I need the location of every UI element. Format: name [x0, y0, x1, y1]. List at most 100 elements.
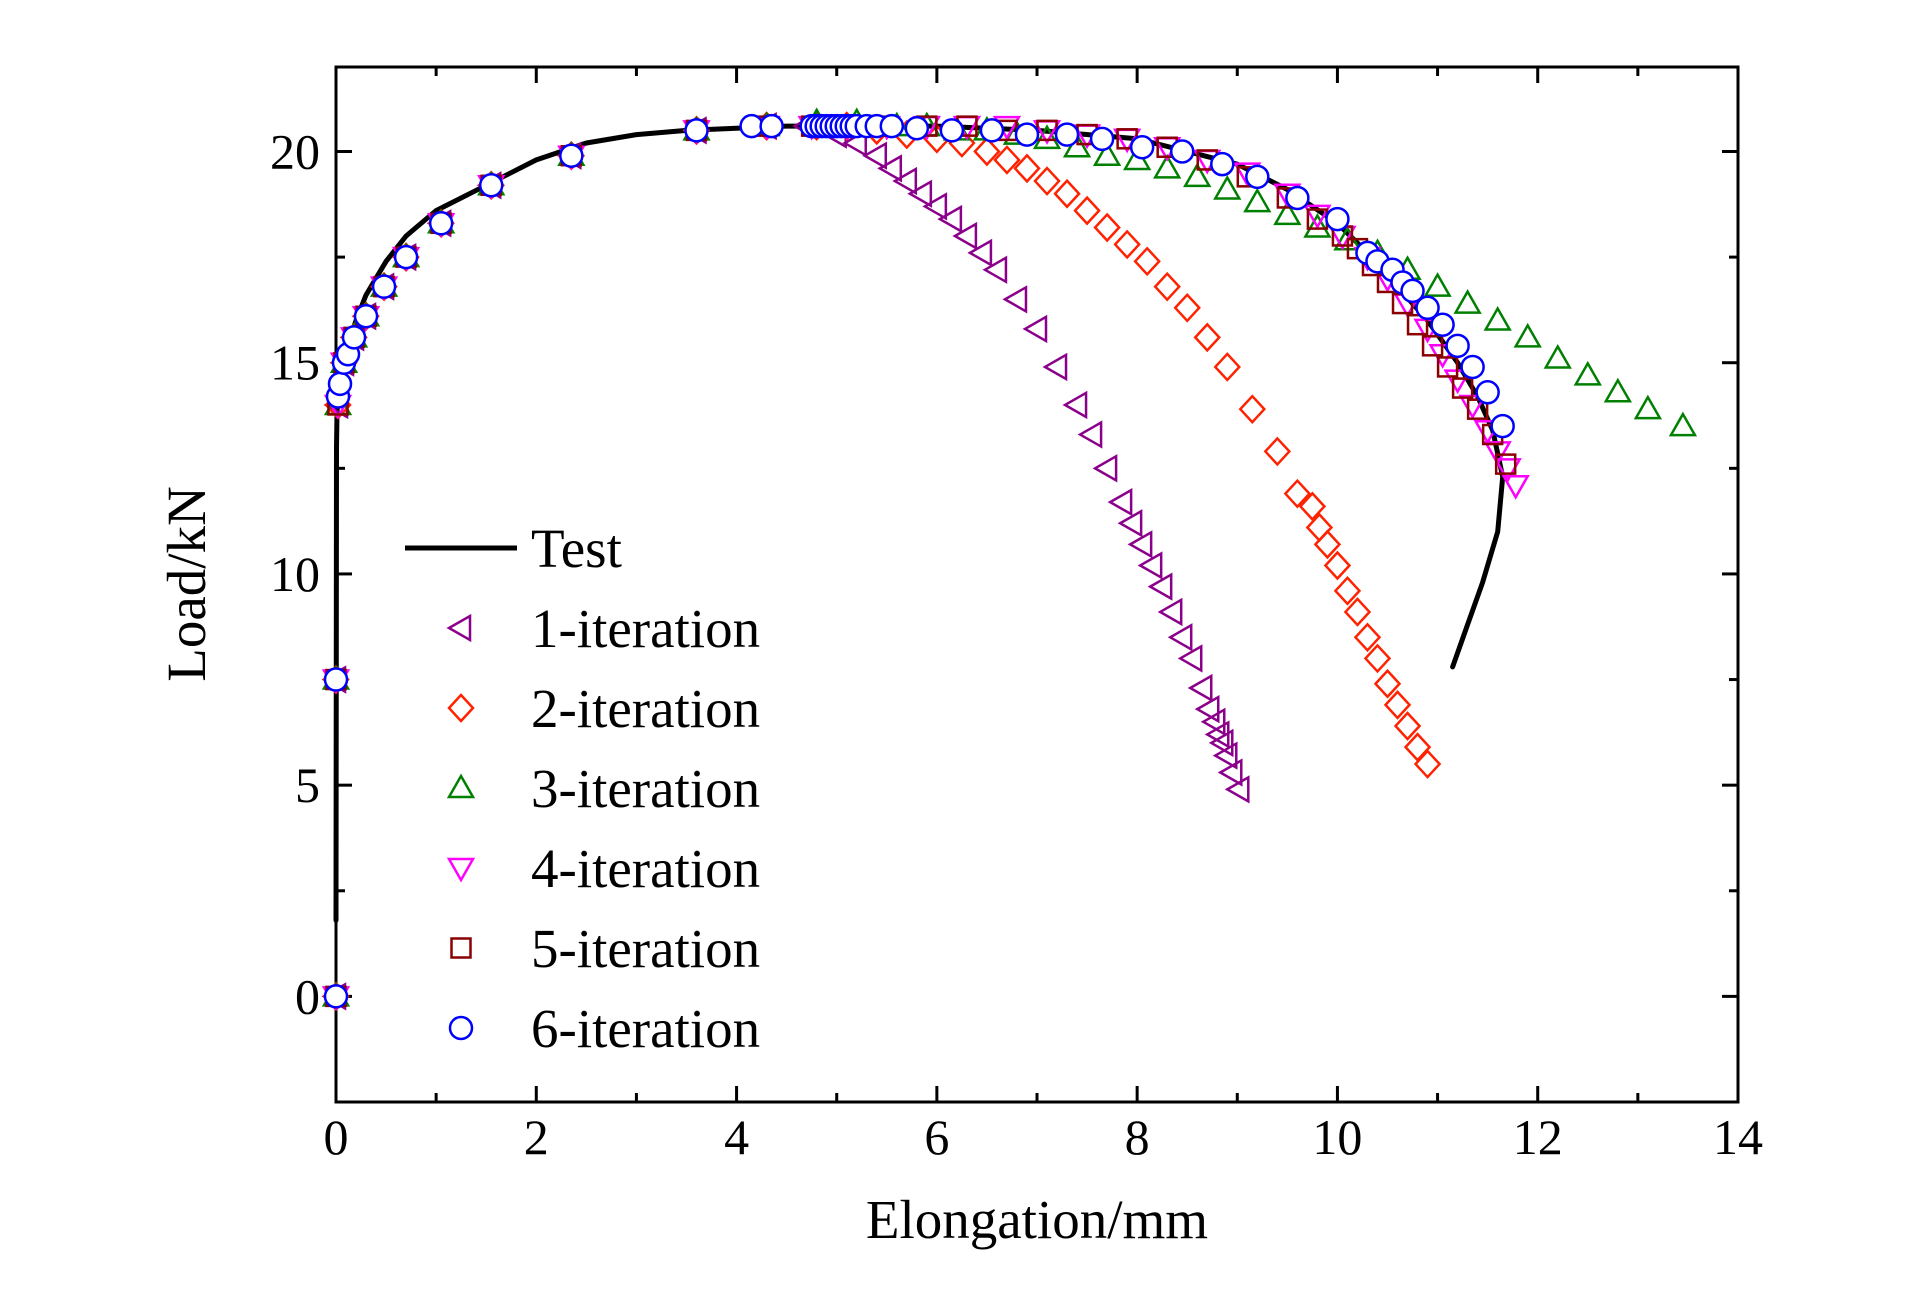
legend-label: 5-iteration — [531, 918, 760, 979]
data-point — [904, 116, 930, 141]
data-point — [1133, 246, 1161, 277]
data-point — [1053, 178, 1081, 209]
data-point — [353, 303, 379, 329]
data-point — [478, 173, 504, 198]
data-point — [1303, 204, 1332, 230]
data-point — [1153, 153, 1182, 179]
data-point — [371, 274, 397, 299]
legend: Test 1-iteration 2-iteration 3-iteration 4-i… — [405, 518, 760, 1059]
data-point — [1313, 529, 1342, 560]
data-point — [1013, 153, 1041, 184]
data-point — [1187, 673, 1213, 703]
data-point — [341, 325, 367, 350]
data-point — [1494, 453, 1517, 475]
x-tick-label: 14 — [1713, 1109, 1763, 1165]
series-2-iteration — [322, 111, 1442, 1012]
data-point — [1127, 530, 1153, 559]
legend-marker-swatch — [446, 613, 472, 643]
data-point — [1200, 707, 1226, 736]
data-point — [1245, 164, 1270, 190]
data-point — [1217, 758, 1243, 787]
data-point — [323, 667, 349, 692]
data-point — [1453, 289, 1482, 314]
data-point — [1208, 728, 1234, 758]
legend-marker-swatch — [446, 857, 476, 883]
legend-marker-swatch — [448, 1015, 474, 1041]
data-point — [1501, 474, 1530, 500]
legend-marker-swatch — [447, 693, 475, 723]
data-point — [1333, 575, 1362, 606]
data-point — [1573, 360, 1602, 386]
data-point — [1406, 313, 1429, 336]
data-point — [979, 118, 1005, 143]
data-point — [1092, 141, 1122, 166]
data-point — [1042, 352, 1068, 382]
data-point — [1460, 354, 1485, 380]
data-point — [1089, 126, 1115, 152]
legend-item: 2-iteration — [447, 678, 760, 739]
legend-label: 4-iteration — [531, 838, 760, 899]
data-point — [937, 204, 963, 234]
data-point — [1323, 550, 1352, 581]
data-point — [1193, 322, 1221, 353]
data-point — [1273, 200, 1302, 226]
data-point — [1022, 314, 1048, 344]
x-axis-label: Elongation/mm — [866, 1189, 1208, 1250]
data-point — [1490, 413, 1515, 439]
x-axis-ticks: 0 2 4 6 8 10 12 14 — [324, 67, 1763, 1165]
data-point — [559, 143, 584, 168]
data-point — [1415, 295, 1440, 321]
data-point — [1213, 352, 1241, 382]
data-point — [1062, 390, 1088, 420]
data-point — [1393, 711, 1422, 741]
data-point — [327, 371, 353, 397]
series-1-iteration — [321, 111, 1250, 1011]
legend-label: 1-iteration — [531, 598, 760, 659]
data-point — [973, 136, 1001, 167]
data-point — [1213, 174, 1242, 200]
data-point — [1224, 775, 1250, 804]
data-point — [1073, 195, 1101, 226]
data-point — [1263, 436, 1292, 467]
series-layer — [321, 107, 1698, 1012]
data-point — [1002, 285, 1028, 314]
data-point — [1147, 572, 1173, 601]
data-point — [879, 113, 905, 139]
series-6-iteration — [323, 113, 1515, 1009]
data-point — [1173, 292, 1201, 323]
data-point — [982, 255, 1008, 284]
data-point — [684, 118, 709, 143]
data-point — [1129, 135, 1155, 160]
data-point — [1383, 690, 1412, 720]
data-point — [1633, 394, 1663, 420]
data-point — [1183, 162, 1212, 188]
y-tick-label: 15 — [270, 335, 320, 391]
data-point — [939, 118, 965, 143]
data-point — [1353, 622, 1382, 653]
legend-label: 2-iteration — [531, 678, 760, 739]
x-tick-label: 6 — [924, 1109, 949, 1165]
data-point — [1451, 377, 1474, 399]
data-point — [1093, 212, 1121, 243]
legend-item: 6-iteration — [448, 998, 760, 1059]
data-point — [1194, 694, 1220, 724]
data-point — [1014, 122, 1040, 147]
data-point — [1210, 151, 1235, 177]
data-point — [892, 166, 918, 196]
data-point — [1400, 278, 1425, 304]
data-point — [1153, 271, 1181, 302]
legend-label: Test — [531, 518, 622, 579]
data-point — [1092, 454, 1118, 483]
data-point — [1445, 333, 1470, 359]
data-point — [967, 238, 993, 268]
data-point — [1283, 478, 1312, 509]
data-point — [1298, 491, 1327, 522]
legend-item: 1-iteration — [446, 598, 760, 659]
x-tick-label: 0 — [324, 1109, 349, 1165]
data-point — [1032, 124, 1062, 150]
data-point — [1436, 356, 1459, 378]
data-point — [1107, 487, 1133, 517]
legend-item: Test — [405, 518, 622, 579]
legend-label: 3-iteration — [531, 758, 760, 819]
